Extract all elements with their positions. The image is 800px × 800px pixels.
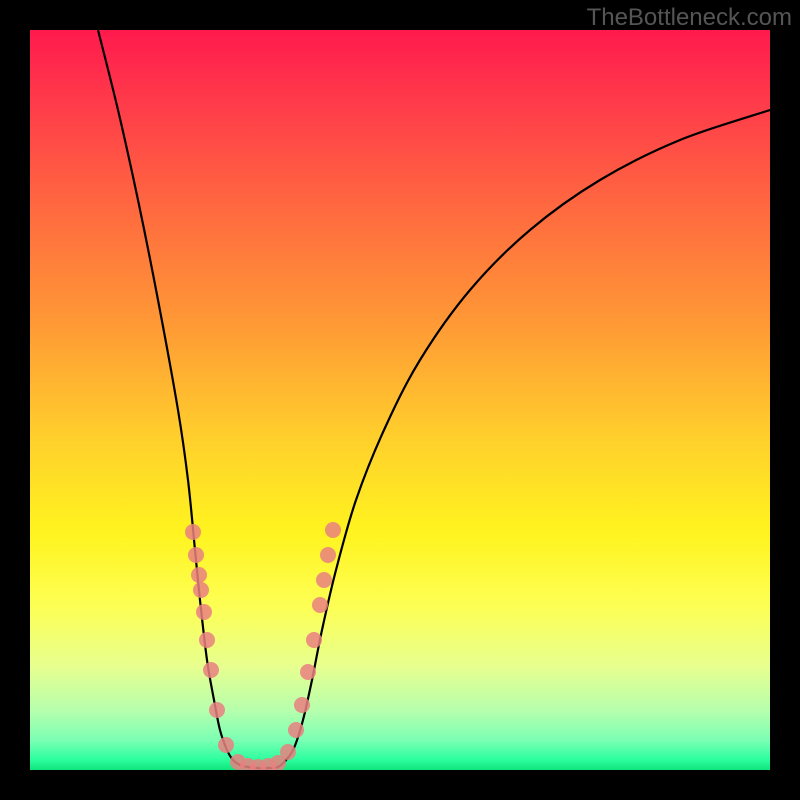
data-marker — [320, 547, 336, 563]
data-marker — [312, 597, 328, 613]
data-marker — [316, 572, 332, 588]
watermark-text: TheBottleneck.com — [587, 4, 792, 32]
plot-background-gradient — [30, 30, 770, 770]
data-marker — [199, 632, 215, 648]
chart-root: TheBottleneck.com — [0, 0, 800, 800]
data-marker — [191, 567, 207, 583]
data-marker — [185, 524, 201, 540]
data-marker — [193, 582, 209, 598]
data-marker — [218, 737, 234, 753]
data-marker — [188, 547, 204, 563]
data-marker — [288, 722, 304, 738]
data-marker — [280, 744, 296, 760]
data-marker — [203, 662, 219, 678]
data-marker — [196, 604, 212, 620]
data-marker — [294, 697, 310, 713]
data-marker — [306, 632, 322, 648]
data-marker — [209, 702, 225, 718]
data-marker — [325, 522, 341, 538]
data-marker — [300, 664, 316, 680]
bottleneck-curve-chart — [0, 0, 800, 800]
